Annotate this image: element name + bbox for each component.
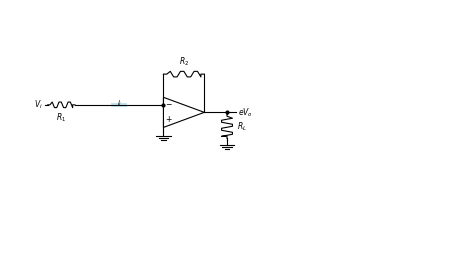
- Text: $R_2$: $R_2$: [179, 55, 189, 68]
- Text: $eV_o$: $eV_o$: [238, 106, 253, 119]
- Text: −: −: [165, 100, 171, 109]
- Text: $R_1$: $R_1$: [56, 112, 66, 124]
- Text: Op-amp circuits (linear: Op-amp circuits (linear: [4, 7, 168, 20]
- Bar: [111, 102, 127, 107]
- Text: $R_L$: $R_L$: [237, 120, 247, 133]
- Text: +: +: [165, 115, 171, 124]
- Text: $V_i$: $V_i$: [35, 99, 43, 111]
- Text: $i_i$: $i_i$: [117, 99, 122, 110]
